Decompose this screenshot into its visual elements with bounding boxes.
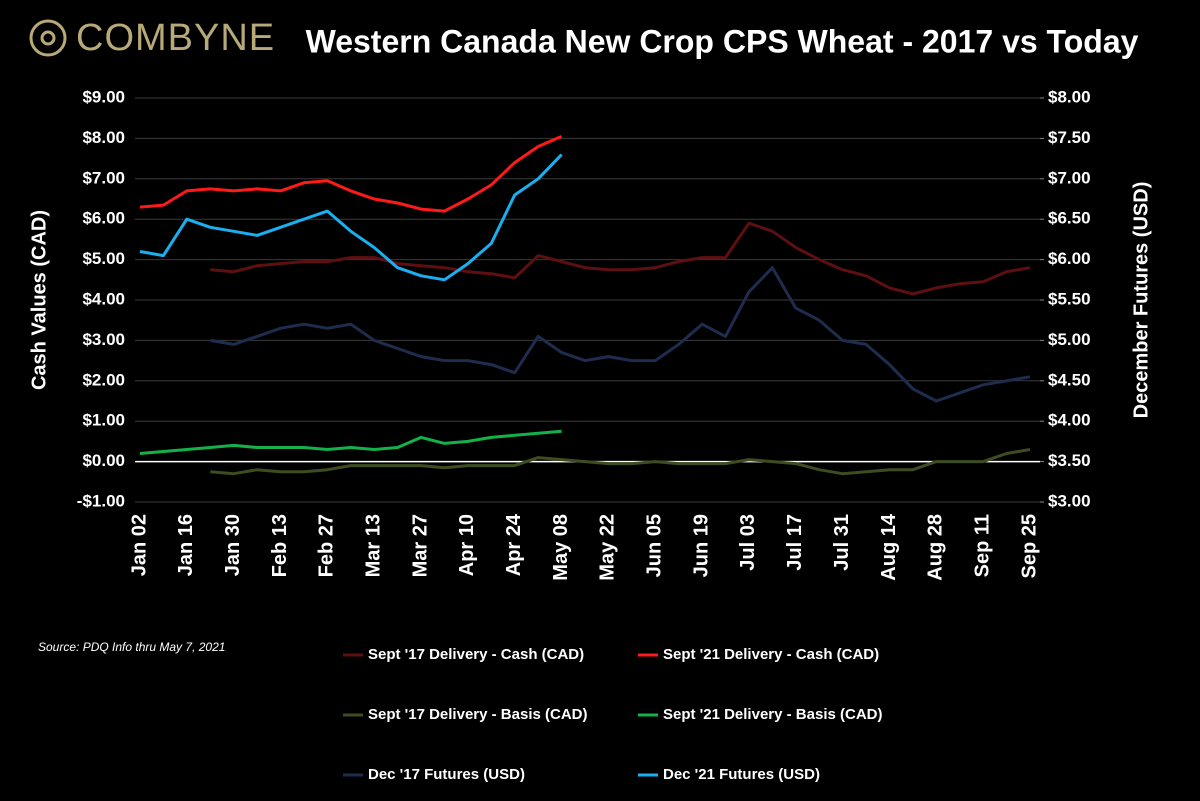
y-tick-label: $0.00 — [82, 451, 125, 470]
x-tick-label: Mar 27 — [409, 514, 431, 577]
y-tick-label: $6.00 — [82, 209, 125, 228]
y2-tick-label: $4.50 — [1048, 370, 1091, 389]
y-tick-label: -$1.00 — [77, 491, 125, 510]
series-line — [139, 153, 563, 282]
y2-tick-label: $5.00 — [1048, 330, 1091, 349]
y-tick-label: $7.00 — [82, 168, 125, 187]
y-tick-label: $1.00 — [82, 411, 125, 430]
y-tick-label: $3.00 — [82, 330, 125, 349]
x-tick-label: Sep 25 — [1018, 514, 1040, 578]
x-tick-label: May 08 — [550, 514, 572, 581]
legend-label: Sept '21 Delivery - Cash (CAD) — [663, 646, 879, 663]
y2-tick-label: $6.50 — [1048, 209, 1091, 228]
chart-title: Western Canada New Crop CPS Wheat - 2017… — [306, 23, 1139, 59]
x-tick-label: May 22 — [597, 514, 619, 581]
source-note: Source: PDQ Info thru May 7, 2021 — [38, 640, 225, 654]
x-tick-label: Jun 05 — [644, 514, 666, 577]
logo: COMBYNE — [29, 17, 275, 59]
x-tick-label: Jan 16 — [175, 514, 197, 576]
y2-tick-label: $8.00 — [1048, 87, 1091, 106]
x-tick-label: Jul 17 — [784, 514, 806, 571]
x-tick-label: Aug 28 — [925, 514, 947, 581]
y2-tick-label: $3.00 — [1048, 491, 1091, 510]
y-tick-label: $8.00 — [82, 128, 125, 147]
series-line — [139, 429, 562, 455]
y-tick-label: $4.00 — [82, 289, 125, 308]
y-tick-label: $2.00 — [82, 370, 125, 389]
brand: COMBYNE — [76, 17, 275, 59]
x-tick-label: Jan 30 — [222, 514, 244, 576]
legend-label: Dec '21 Futures (USD) — [663, 766, 820, 783]
y2-tick-label: $4.00 — [1048, 411, 1091, 430]
x-tick-label: Apr 24 — [503, 513, 525, 576]
x-tick-label: Sep 11 — [971, 514, 993, 577]
x-tick-label: Aug 14 — [878, 513, 900, 581]
y2-tick-label: $7.50 — [1048, 128, 1091, 147]
y2-tick-label: $3.50 — [1048, 451, 1091, 470]
x-tick-label: Jan 02 — [128, 514, 150, 576]
logo-core — [40, 30, 56, 46]
x-tick-label: Feb 27 — [316, 514, 338, 577]
series-line — [210, 266, 1031, 403]
y2-tick-label: $7.00 — [1048, 168, 1091, 187]
legend-label: Sept '21 Delivery - Basis (CAD) — [663, 706, 882, 723]
logo-ring — [29, 19, 67, 57]
x-tick-label: Feb 13 — [269, 514, 291, 577]
series-line — [210, 221, 1031, 296]
x-tick-label: Apr 10 — [456, 514, 478, 576]
series-line — [139, 135, 563, 213]
y2-tick-label: $5.50 — [1048, 289, 1091, 308]
x-tick-label: Jul 31 — [831, 514, 853, 571]
x-tick-label: Jul 03 — [737, 514, 759, 571]
legend-label: Sept '17 Delivery - Cash (CAD) — [368, 646, 584, 663]
y2-axis-label: December Futures (USD) — [1130, 182, 1152, 419]
legend-label: Sept '17 Delivery - Basis (CAD) — [368, 706, 587, 723]
y-axis-label: Cash Values (CAD) — [28, 210, 50, 390]
x-tick-label: Mar 13 — [362, 514, 384, 577]
y-tick-label: $5.00 — [82, 249, 125, 268]
y2-tick-label: $6.00 — [1048, 249, 1091, 268]
y-tick-label: $9.00 — [82, 87, 125, 106]
legend-label: Dec '17 Futures (USD) — [368, 766, 525, 783]
x-tick-label: Jun 19 — [690, 514, 712, 577]
series-line — [210, 448, 1031, 476]
